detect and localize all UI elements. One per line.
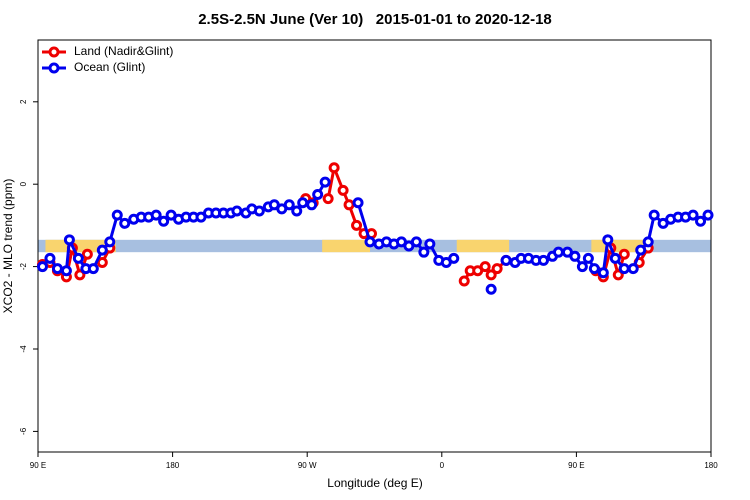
data-point <box>119 217 131 229</box>
data-point <box>51 263 63 275</box>
chart-title: 2.5S-2.5N June (Ver 10) 2015-01-01 to 20… <box>198 11 552 28</box>
data-point <box>687 209 699 221</box>
data-point <box>104 236 116 248</box>
data-point <box>576 261 588 273</box>
data-point <box>63 234 75 246</box>
y-axis-label: XCO2 - MLO trend (ppm) <box>1 179 15 314</box>
y-tick-label: -2 <box>19 262 28 270</box>
data-point <box>569 250 581 262</box>
data-point <box>500 254 512 266</box>
data-point <box>297 197 309 209</box>
data-point <box>602 234 614 246</box>
data-point <box>695 215 707 227</box>
data-point <box>648 209 660 221</box>
y-tick-label: 2 <box>19 99 28 104</box>
data-point <box>283 199 295 211</box>
data-point <box>485 269 497 281</box>
data-point <box>337 184 349 196</box>
data-point <box>322 193 334 205</box>
data-point <box>635 244 647 256</box>
data-point <box>306 199 318 211</box>
y-tick-label: -6 <box>19 427 28 435</box>
land-segment <box>322 239 371 253</box>
data-point <box>81 248 93 260</box>
x-tick-label: 90 W <box>298 461 317 470</box>
legend-marker <box>48 62 60 74</box>
data-point <box>448 252 460 264</box>
data-point <box>150 209 162 221</box>
land-segment <box>456 239 510 253</box>
data-point <box>552 246 564 258</box>
data-point <box>537 254 549 266</box>
y-tick-label: -4 <box>19 345 28 353</box>
data-point <box>597 267 609 279</box>
data-point <box>319 176 331 188</box>
data-point <box>87 263 99 275</box>
data-point <box>351 219 363 231</box>
data-point <box>485 283 497 295</box>
data-point <box>312 189 324 200</box>
legend-marker <box>48 46 60 58</box>
data-point <box>424 238 436 250</box>
data-point <box>702 209 714 221</box>
legend-label: Ocean (Glint) <box>74 60 145 74</box>
data-point <box>609 252 621 264</box>
legend-label: Land (Nadir&Glint) <box>74 44 173 58</box>
data-point <box>36 261 48 273</box>
data-point <box>612 269 624 281</box>
data-point <box>618 248 630 260</box>
data-point <box>231 205 243 217</box>
data-point <box>352 197 364 209</box>
y-tick-label: 0 <box>19 181 28 186</box>
data-point <box>44 252 56 264</box>
data-point <box>582 252 594 264</box>
plot-frame <box>37 39 712 453</box>
data-point <box>328 162 340 174</box>
x-tick-label: 180 <box>166 461 180 470</box>
data-point <box>291 205 303 217</box>
data-point <box>96 256 108 268</box>
data-point <box>418 246 430 258</box>
x-tick-label: 0 <box>440 461 445 470</box>
data-point <box>618 263 630 275</box>
data-point <box>410 236 422 248</box>
data-point <box>158 215 170 227</box>
data-point <box>74 269 86 281</box>
data-point <box>60 265 72 277</box>
data-point <box>491 263 503 275</box>
data-point <box>588 263 600 275</box>
data-point <box>627 263 639 275</box>
data-point <box>253 205 265 217</box>
data-point <box>72 252 84 264</box>
data-point <box>96 244 108 256</box>
x-axis-label: Longitude (deg E) <box>327 476 422 490</box>
data-point <box>111 209 123 221</box>
x-tick-label: 180 <box>704 461 718 470</box>
data-point <box>479 261 491 273</box>
x-tick-label: 90 E <box>568 461 584 470</box>
data-point <box>343 199 355 211</box>
data-point <box>458 275 470 287</box>
data-point <box>642 236 654 248</box>
data-point <box>364 236 376 248</box>
x-tick-label: 90 E <box>30 461 46 470</box>
